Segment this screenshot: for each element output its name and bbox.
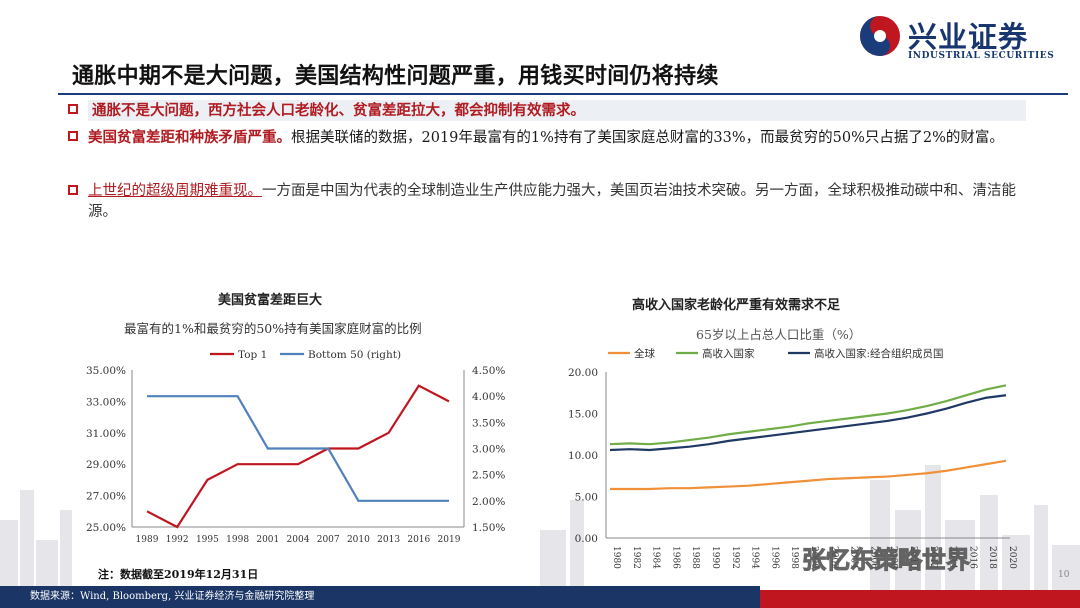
y-tick-label: 10.00 xyxy=(568,450,598,462)
bullet-box-icon xyxy=(68,104,78,114)
x-tick-label: 1995 xyxy=(196,535,219,545)
x-tick-label: 2007 xyxy=(317,535,340,545)
x-tick-label: 2019 xyxy=(438,535,461,545)
bullet-3-lead: 上世纪的超级周期难重现。 xyxy=(88,183,262,199)
right-y-tick-label: 2.00% xyxy=(472,496,505,508)
title-divider xyxy=(58,93,1068,95)
left-y-tick-label: 33.00% xyxy=(86,396,126,408)
brand-logo: 兴业证券 INDUSTRIAL SECURITIES xyxy=(858,12,1072,64)
right-y-tick-label: 3.50% xyxy=(472,417,505,429)
legend-label: 高收入国家:经合组织成员国 xyxy=(814,347,944,360)
left-chart-note: 注：数据截至2019年12月31日 xyxy=(98,568,259,581)
right-chart-subtitle: 65岁以上占总人口比重（%） xyxy=(696,327,862,342)
x-tick-label: 2016 xyxy=(967,546,977,569)
x-tick-label: 2004 xyxy=(287,535,310,545)
x-tick-label: 1989 xyxy=(136,535,159,545)
x-tick-label: 2002 xyxy=(829,546,839,569)
x-tick-label: 1992 xyxy=(730,546,740,569)
x-tick-label: 2012 xyxy=(928,546,938,569)
x-tick-label: 2014 xyxy=(948,546,958,569)
x-tick-label: 2010 xyxy=(347,535,370,545)
legend-label: Bottom 50 (right) xyxy=(308,349,401,361)
legend-label: 全球 xyxy=(634,347,655,360)
left-y-tick-label: 31.00% xyxy=(86,428,126,440)
x-tick-label: 2020 xyxy=(1007,546,1017,569)
right-y-tick-label: 4.50% xyxy=(472,365,505,377)
x-tick-label: 2010 xyxy=(908,546,918,569)
footer-accent-bar xyxy=(760,590,1080,608)
x-tick-label: 1986 xyxy=(670,546,680,569)
x-tick-label: 1984 xyxy=(651,546,661,569)
x-tick-label: 2001 xyxy=(256,535,279,545)
page-number: 10 xyxy=(1058,570,1070,580)
x-tick-label: 1994 xyxy=(750,546,760,569)
bullet-box-icon xyxy=(68,185,78,195)
x-tick-label: 1990 xyxy=(710,546,720,569)
y-tick-label: 5.00 xyxy=(575,492,598,504)
x-tick-label: 1980 xyxy=(611,546,621,569)
brand-name-cn: 兴业证券 xyxy=(908,20,1029,54)
series-line-0 xyxy=(610,459,1007,491)
left-chart-subtitle: 最富有的1%和最贫穷的50%持有美国家庭财富的比例 xyxy=(124,321,422,336)
right-chart-heading: 高收入国家老龄化严重有效需求不足 xyxy=(632,298,841,313)
x-tick-label: 1998 xyxy=(226,535,249,545)
y-tick-label: 0.00 xyxy=(575,533,598,545)
bullet-3-text: 上世纪的超级周期难重现。一方面是中国为代表的全球制造业生产供应能力强大，美国页岩… xyxy=(88,181,1018,223)
left-y-tick-label: 35.00% xyxy=(86,365,126,377)
brand-logo-icon xyxy=(860,16,900,56)
series-line-top-1 xyxy=(146,384,450,529)
x-tick-label: 1996 xyxy=(769,546,779,569)
y-tick-label: 15.00 xyxy=(568,409,598,421)
x-tick-label: 1982 xyxy=(631,546,641,569)
x-tick-label: 2018 xyxy=(987,546,997,569)
x-tick-label: 2013 xyxy=(377,535,400,545)
x-tick-label: 2006 xyxy=(868,546,878,569)
bullet-2-text: 美国贫富差距和种族矛盾严重。根据美联储的数据，2019年最富有的1%持有了美国家… xyxy=(88,127,1018,149)
x-tick-label: 1992 xyxy=(166,535,189,545)
series-line-bottom-50 xyxy=(147,395,449,502)
series-line-2 xyxy=(609,394,1007,452)
bullet-2-lead: 美国贫富差距和种族矛盾严重。 xyxy=(88,129,291,146)
legend-label: Top 1 xyxy=(238,349,267,361)
bullet-box-icon xyxy=(68,131,78,141)
left-y-tick-label: 29.00% xyxy=(86,459,126,471)
wealth-share-chart: 25.00% 27.00% 29.00% 31.00% 33.00% 35.00% 1.50… xyxy=(86,349,505,545)
x-tick-label: 2004 xyxy=(849,546,859,569)
bullet-1-text: 通胀不是大问题，西方社会人口老龄化、贫富差距拉大，都会抑制有效需求。 xyxy=(88,100,1026,121)
series-line-1 xyxy=(609,384,1007,446)
x-tick-label: 2016 xyxy=(407,535,430,545)
aging-population-chart: 0.00 5.00 10.00 15.00 20.00 1980 1982 1984 1986 1… xyxy=(568,347,1017,569)
x-tick-label: 1998 xyxy=(789,546,799,569)
right-y-tick-label: 4.00% xyxy=(472,391,505,403)
bullet-3-body: 一方面是中国为代表的全球制造业生产供应能力强大，美国页岩油技术突破。另一方面，全… xyxy=(88,183,1016,220)
legend-label: 高收入国家 xyxy=(702,347,755,360)
watermark-text: 张忆东策略世界 xyxy=(802,546,971,575)
left-chart-heading: 美国贫富差距巨大 xyxy=(218,293,323,308)
right-y-tick-label: 2.50% xyxy=(472,470,505,482)
left-y-tick-label: 27.00% xyxy=(86,491,126,503)
y-tick-label: 20.00 xyxy=(568,367,598,379)
x-tick-label: 2000 xyxy=(809,546,819,569)
source-footer: 数据来源：Wind, Bloomberg, 兴业证券经济与金融研究院整理 xyxy=(0,586,760,608)
bullet-2-body: 根据美联储的数据，2019年最富有的1%持有了美国家庭总财富的33%，而最贫穷的… xyxy=(291,130,1004,146)
right-y-tick-label: 3.00% xyxy=(472,444,505,456)
x-tick-label: 1988 xyxy=(690,546,700,569)
skyline-background xyxy=(0,465,1080,590)
right-y-tick-label: 1.50% xyxy=(472,522,505,534)
left-y-tick-label: 25.00% xyxy=(86,522,126,534)
slide-title: 通胀中期不是大问题，美国结构性问题严重，用钱买时间仍将持续 xyxy=(72,64,719,89)
brand-name-en: INDUSTRIAL SECURITIES xyxy=(908,51,1055,61)
x-tick-label: 2008 xyxy=(888,546,898,569)
